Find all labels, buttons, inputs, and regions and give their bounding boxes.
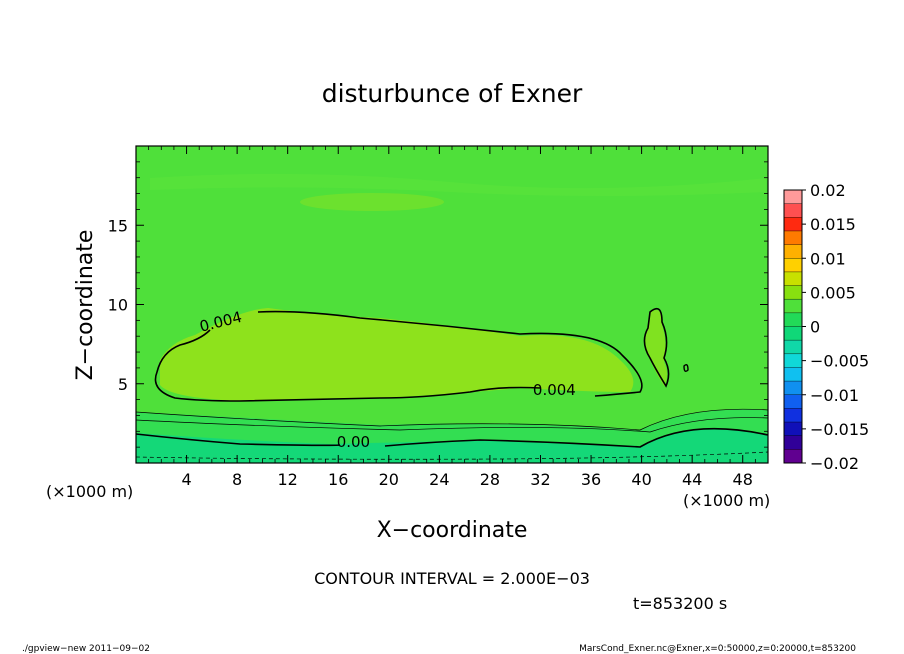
colorbar-label: 0 [810,318,820,337]
y-axis-ticks: 5 10 15 [108,161,768,448]
colorbar-swatch [784,203,802,218]
x-tick-label: 40 [631,470,651,489]
y-axis-label: Z−coordinate [73,230,98,381]
contour-label: 0.004 [533,381,576,399]
x-tick-label: 4 [181,470,191,489]
colorbar-swatch [784,353,802,368]
x-tick-label: 16 [328,470,348,489]
x-unit-right: (×1000 m) [683,491,770,510]
colorbar-label: −0.01 [810,386,859,405]
colorbar-swatch [784,435,802,450]
colorbar-swatch [784,285,802,300]
x-tick-label: 8 [232,470,242,489]
colorbar-swatch [784,312,802,327]
contour-label: 0.00 [337,433,370,451]
contour-0.002 [135,408,769,431]
contour-0.004 [154,310,643,402]
chart-title: disturbunce of Exner [322,79,583,108]
colorbar-swatch [784,244,802,259]
x-tick-label: 36 [581,470,601,489]
colorbar-label: 0.01 [810,249,846,268]
contour-0.002-b [135,417,769,433]
x-axis-ticks: 4 8 12 16 20 24 28 32 36 40 44 48 [148,146,756,489]
contour-interval-text: CONTOUR INTERVAL = 2.000E−03 [314,569,590,588]
footer-right: MarsCond_Exner.nc@Exner,x=0:50000,z=0:20… [579,644,856,654]
x-tick-label: 44 [682,470,702,489]
colorbar-label: 0.015 [810,215,856,234]
time-text: t=853200 s [633,594,727,613]
colorbar-swatch [784,394,802,409]
bottom-layer-region [136,429,768,463]
colorbar-swatch [784,326,802,341]
colorbar-label: 0.005 [810,283,856,302]
y-tick-label: 10 [108,296,128,315]
y-tick-label: 15 [108,216,128,235]
colorbar-label: −0.02 [810,454,859,473]
colorbar-swatch [784,190,802,205]
colorbar-swatch [784,271,802,287]
y-tick-label: 5 [118,375,128,394]
upper-patch-region [300,193,444,211]
x-tick-label: 24 [429,470,449,489]
colorbar-swatch [784,299,802,314]
contour-0.00 [135,427,769,448]
main-blob-region [160,308,634,401]
upper-band-region [150,173,766,196]
x-tick-label: 12 [278,470,298,489]
colorbar-swatch [784,230,802,246]
colorbar-swatch [784,449,802,464]
colorbar-label: 0.02 [810,181,846,200]
colorbar-swatch [784,422,802,437]
x-tick-label: 28 [480,470,500,489]
x-tick-label: 48 [733,470,753,489]
colorbar-swatch [784,217,802,232]
colorbar-swatch [784,258,802,273]
colorbar-swatch [784,381,802,396]
x-unit-left: (×1000 m) [46,482,133,501]
colorbar-swatch [784,367,802,382]
x-tick-label: 20 [379,470,399,489]
x-tick-label: 32 [530,470,550,489]
footer-left: ./gpview−new 2011−09−02 [22,644,150,654]
contour-right-blob [643,307,670,388]
contour-small-dot [683,363,689,373]
right-blob-region [645,310,667,386]
colorbar: 0.02 0.015 0.01 0.005 0 −0.005 −0.01 −0.015 −0.0… [783,181,869,473]
colorbar-label: −0.005 [810,352,869,371]
colorbar-swatch [784,408,802,423]
field-background [136,146,768,463]
colorbar-label: −0.015 [810,420,869,439]
x-axis-label: X−coordinate [377,518,528,543]
colorbar-swatch [784,340,802,355]
